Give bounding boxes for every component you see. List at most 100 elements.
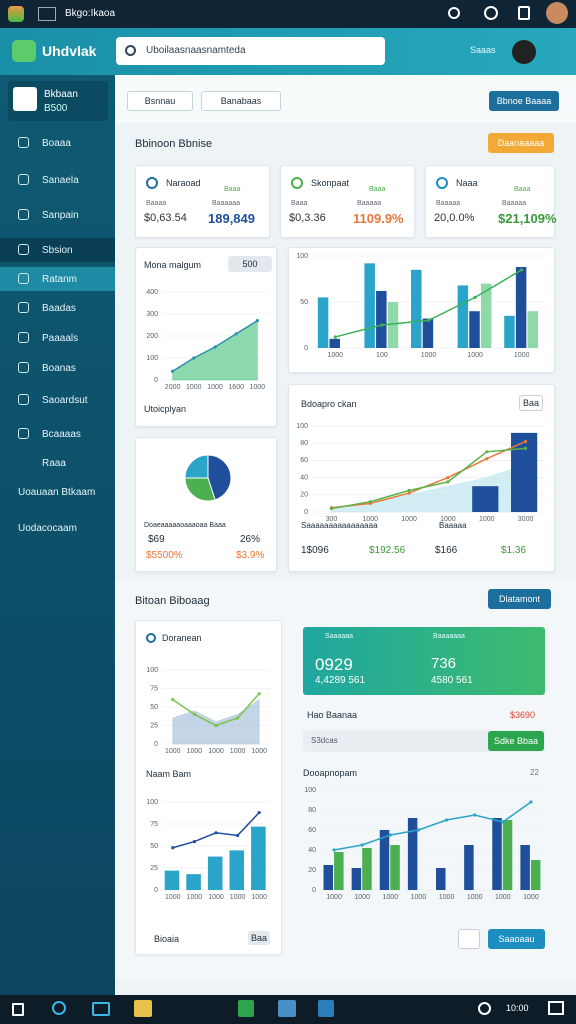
icon-button[interactable] <box>458 929 480 949</box>
sidebar-footer[interactable]: Uodacocaam <box>18 523 77 534</box>
info-icon[interactable] <box>484 6 498 20</box>
sidebar-icon <box>18 362 29 373</box>
sidebar-item[interactable]: Boanas <box>0 356 115 380</box>
sidebar-footer[interactable]: Uoauaan Btkaam <box>18 487 96 498</box>
x-tick-label: 1000 <box>207 384 223 391</box>
line-point <box>214 723 218 728</box>
line-point <box>171 698 175 702</box>
bar <box>387 302 399 348</box>
x-tick-label: 1000 <box>383 894 399 901</box>
chip[interactable]: Baa <box>519 395 543 411</box>
x-tick-label: 1000 <box>165 748 181 755</box>
sidebar-item[interactable]: Baadas <box>0 296 115 320</box>
search-icon <box>125 45 136 56</box>
sidebar-item[interactable]: Paaaals <box>0 326 115 350</box>
y-tick-label: 0 <box>312 887 316 894</box>
line-point <box>214 831 218 835</box>
bar <box>411 269 422 348</box>
task-icon[interactable] <box>92 1002 110 1016</box>
notification-icon[interactable] <box>548 1001 564 1015</box>
line-point <box>520 268 524 272</box>
line-point <box>257 810 261 815</box>
header-link[interactable]: Saaas <box>470 45 496 55</box>
sidebar-item[interactable]: Sbsion <box>0 238 115 262</box>
bar <box>334 852 344 890</box>
sidebar-item[interactable]: Ratanm <box>0 267 115 291</box>
app-icon[interactable] <box>278 1000 296 1017</box>
legend-value: $69 <box>148 534 165 545</box>
y-tick-label: 75 <box>150 821 158 828</box>
line-point <box>523 446 528 450</box>
x-tick-label: 1000 <box>479 516 495 523</box>
x-tick-label: 1000 <box>421 352 437 359</box>
app-icon[interactable] <box>318 1000 334 1017</box>
bar <box>251 826 266 890</box>
kpi-card: Naraoad Baaa Baaaa Baaaaaa $0,63.54 189,849 <box>135 165 270 238</box>
line-point <box>255 319 259 323</box>
legend-value: $5500% <box>146 550 183 561</box>
bar <box>376 290 387 348</box>
kpi-name: Skonpaat <box>311 178 350 188</box>
corner-label: 22 <box>530 768 539 777</box>
bar <box>480 283 492 348</box>
app-icon[interactable] <box>238 1000 254 1017</box>
x-tick-label: 1000 <box>187 748 203 755</box>
kpi-card: Skonpaat Baaa Baaa Baaaaa $0,3.36 1109.9% <box>280 165 415 238</box>
search-box[interactable]: Uboilaasnaasnamteda <box>116 37 385 65</box>
menu-icon[interactable] <box>38 7 56 21</box>
sidebar-item[interactable]: Sanpain <box>0 203 115 227</box>
line-point <box>192 712 196 717</box>
bar <box>379 830 390 890</box>
x-tick-label: 1000 <box>208 894 224 901</box>
avatar[interactable] <box>512 40 536 64</box>
folder-icon[interactable] <box>134 1000 152 1017</box>
sidebar: Bkbaan B500 Boaaa Sanaela Sanpain Sbsion Rat… <box>0 75 115 995</box>
sidebar-item[interactable]: Saoardsut <box>0 388 115 412</box>
chip[interactable]: Baa <box>248 931 270 945</box>
primary-button[interactable]: Bbnoe Baaaa <box>489 91 559 111</box>
bar <box>329 338 340 348</box>
sidebar-item[interactable]: Sanaela <box>0 168 115 192</box>
input-field[interactable]: S3dcas <box>303 730 545 752</box>
section-button[interactable]: Daanaaaaa <box>488 133 554 153</box>
toolbar-button[interactable]: Bsnnau <box>127 91 193 111</box>
logo <box>12 40 36 62</box>
line-point <box>446 480 450 484</box>
y-tick-label: 50 <box>300 299 308 306</box>
search-icon[interactable] <box>52 1001 66 1015</box>
kpi-value: $21,109% <box>498 211 557 226</box>
bar <box>469 311 480 348</box>
promo-label: Saaaaaa <box>325 633 354 640</box>
start-icon[interactable] <box>12 1003 24 1016</box>
bar <box>364 263 375 348</box>
line-point <box>329 506 334 511</box>
section-button[interactable]: Dlatamont <box>488 589 551 609</box>
dropdown[interactable]: 500 <box>228 256 272 272</box>
y-tick-label: 25 <box>150 865 158 872</box>
kpi-label: Baaa <box>291 200 308 207</box>
toolbar-button[interactable]: Banabaas <box>201 91 281 111</box>
line-point <box>416 828 421 832</box>
bottom-button[interactable]: Saaoaau <box>488 929 545 949</box>
tray-icon[interactable] <box>478 1002 491 1015</box>
y-tick-label: 0 <box>304 509 308 516</box>
y-tick-label: 20 <box>300 492 308 499</box>
action-button[interactable]: Sdke Bbaa <box>488 731 544 751</box>
kpi-label: Baaaaa <box>502 200 527 207</box>
sidebar-item[interactable]: Bcaaaas <box>0 422 115 446</box>
x-tick-label: 1000 <box>411 894 427 901</box>
line-point <box>388 833 392 837</box>
line-point <box>236 833 240 838</box>
kpi-label: Baaaa <box>146 200 167 207</box>
search-icon[interactable] <box>448 7 460 19</box>
line-point <box>407 491 411 495</box>
line-point <box>485 457 489 461</box>
avatar[interactable] <box>546 2 568 24</box>
line-point <box>444 818 449 822</box>
line-point <box>333 335 337 339</box>
sidebar-item[interactable]: Boaaa <box>0 131 115 155</box>
search-placeholder: Uboilaasnaasnamteda <box>146 45 246 56</box>
x-tick-label: 1000 <box>328 352 344 359</box>
sidebar-item[interactable]: Raaa <box>42 457 66 469</box>
window-icon[interactable] <box>518 6 530 20</box>
